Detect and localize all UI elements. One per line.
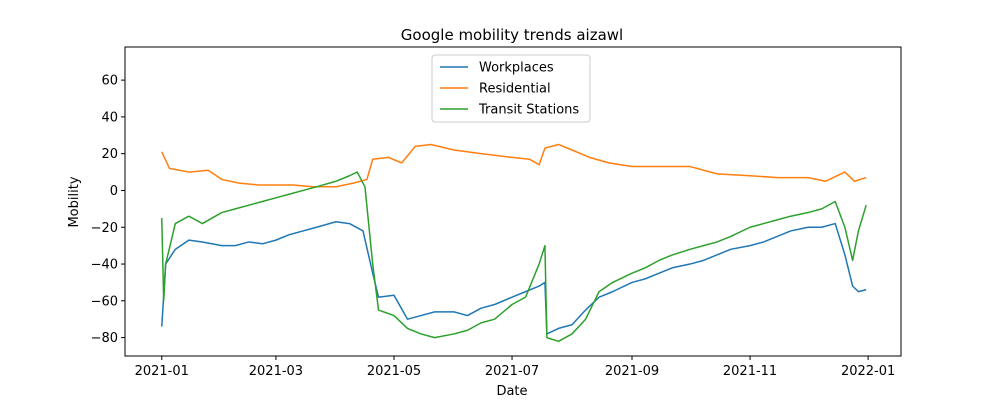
y-tick-label: −60 xyxy=(91,294,118,309)
legend: Workplaces Residential Transit Stations xyxy=(431,54,591,123)
legend-label-workplaces: Workplaces xyxy=(479,61,554,76)
y-tick-label: 60 xyxy=(101,74,118,89)
y-tick-label: −80 xyxy=(91,331,118,346)
x-tick-label: 2021-05 xyxy=(367,364,421,379)
series-line-residential xyxy=(161,143,867,188)
x-tick-label: 2021-11 xyxy=(723,364,777,379)
x-tick-label: 2021-07 xyxy=(485,364,539,379)
x-tick-label: 2021-03 xyxy=(249,364,303,379)
legend-label-transit-stations: Transit Stations xyxy=(478,103,579,118)
x-tick-label: 2021-01 xyxy=(135,364,189,379)
y-axis-ticks: −80 −60 −40 −20 0 20 40 60 xyxy=(91,74,125,346)
y-tick-label: 0 xyxy=(110,184,118,199)
x-tick-label: 2022-01 xyxy=(841,364,895,379)
y-tick-label: −20 xyxy=(91,221,118,236)
y-tick-label: −40 xyxy=(91,258,118,273)
x-axis-label: Date xyxy=(496,384,527,399)
plot-frame xyxy=(124,46,902,357)
series-line-transit-stations xyxy=(161,171,867,343)
y-tick-label: 40 xyxy=(101,110,118,125)
chart-title: Google mobility trends aizawl xyxy=(401,26,623,44)
y-axis-label: Mobility xyxy=(67,176,82,227)
y-tick-label: 20 xyxy=(101,147,118,162)
series-layer xyxy=(161,143,867,343)
legend-label-residential: Residential xyxy=(479,82,551,97)
x-axis-ticks: 2021-01 2021-03 2021-05 2021-07 2021-09 2021-… xyxy=(135,356,895,379)
series-line-workplaces xyxy=(161,220,867,335)
legend-box xyxy=(431,54,591,123)
x-tick-label: 2021-09 xyxy=(605,364,659,379)
